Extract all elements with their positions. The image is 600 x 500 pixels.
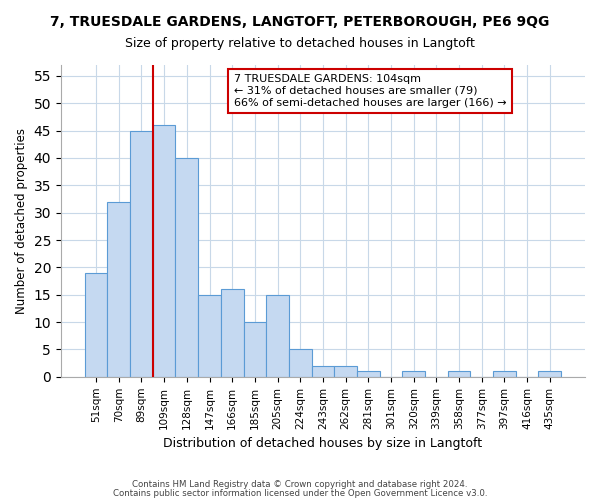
Bar	[266, 295, 289, 377]
Bar	[493, 372, 516, 377]
X-axis label: Distribution of detached houses by size in Langtoft: Distribution of detached houses by size …	[163, 437, 482, 450]
Text: Contains HM Land Registry data © Crown copyright and database right 2024.: Contains HM Land Registry data © Crown c…	[132, 480, 468, 489]
Text: Contains public sector information licensed under the Open Government Licence v3: Contains public sector information licen…	[113, 488, 487, 498]
Bar	[85, 273, 107, 377]
Y-axis label: Number of detached properties: Number of detached properties	[15, 128, 28, 314]
Bar	[448, 372, 470, 377]
Bar	[175, 158, 198, 377]
Text: Size of property relative to detached houses in Langtoft: Size of property relative to detached ho…	[125, 38, 475, 51]
Bar	[289, 350, 311, 377]
Text: 7 TRUESDALE GARDENS: 104sqm
← 31% of detached houses are smaller (79)
66% of sem: 7 TRUESDALE GARDENS: 104sqm ← 31% of det…	[234, 74, 506, 108]
Bar	[403, 372, 425, 377]
Bar	[221, 290, 244, 377]
Bar	[357, 372, 380, 377]
Bar	[334, 366, 357, 377]
Bar	[198, 295, 221, 377]
Bar	[311, 366, 334, 377]
Bar	[107, 202, 130, 377]
Text: 7, TRUESDALE GARDENS, LANGTOFT, PETERBOROUGH, PE6 9QG: 7, TRUESDALE GARDENS, LANGTOFT, PETERBOR…	[50, 15, 550, 29]
Bar	[130, 130, 153, 377]
Bar	[538, 372, 561, 377]
Bar	[244, 322, 266, 377]
Bar	[153, 125, 175, 377]
